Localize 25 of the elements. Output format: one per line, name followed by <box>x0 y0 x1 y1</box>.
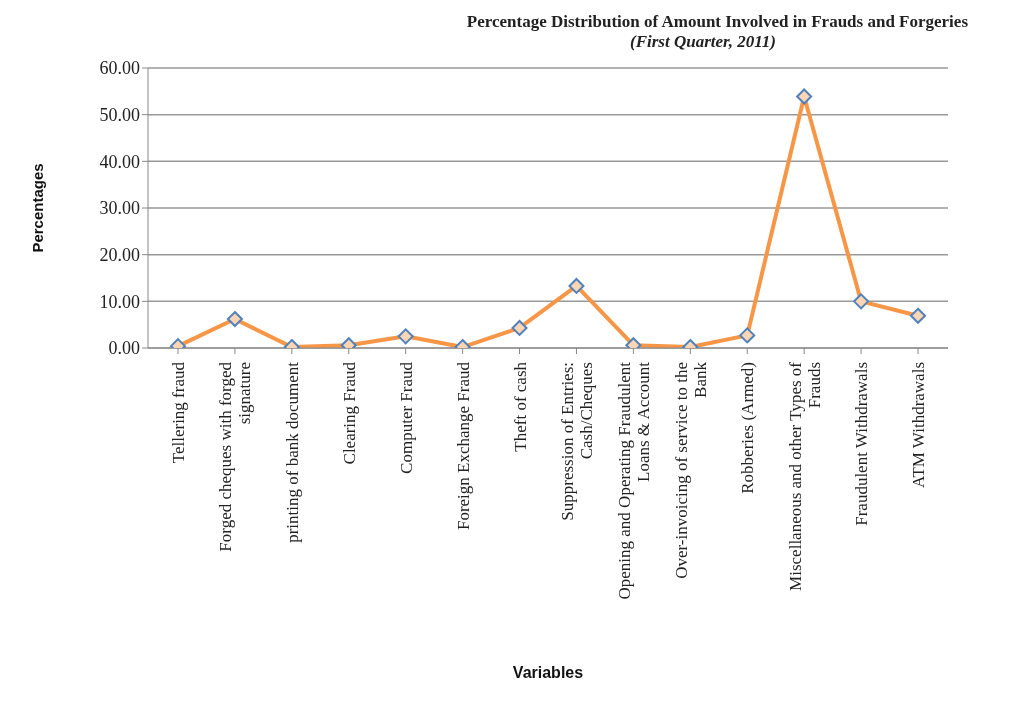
chart-subtitle: (First Quarter, 2011) <box>629 32 777 52</box>
y-tick-label: 0.00 <box>108 338 140 359</box>
x-tick-label: Suppression of Entries: Cash/Cheques <box>557 362 596 521</box>
y-tick-label: 40.00 <box>99 151 140 172</box>
x-tick-label: printing of bank document <box>282 361 302 543</box>
x-tick-label: Robberies (Armed) <box>738 362 758 494</box>
x-tick-label: Clearing Fraud <box>339 361 359 465</box>
y-axis-title: Percentages <box>29 163 47 253</box>
x-tick-label: Foreign Exchange Fraud <box>453 361 473 531</box>
x-tick-label: Theft of cash <box>510 361 530 452</box>
x-tick-label: Miscellaneous and other Types of Frauds <box>785 361 824 591</box>
y-tick-label: 30.00 <box>99 198 140 219</box>
y-tick-label: 20.00 <box>99 245 140 266</box>
x-tick-label: Over-invoicing of service to the Bank <box>671 361 710 579</box>
x-tick-label: ATM Withdrawals <box>909 362 928 489</box>
y-tick-label: 10.00 <box>99 291 140 312</box>
x-tick-label: Fraudulent Withdrawals <box>852 362 872 526</box>
y-tick-label: 60.00 <box>99 58 140 79</box>
y-tick-label: 50.00 <box>99 105 140 126</box>
x-tick-label: Opening and Operating Fraudulent Loans & Account <box>614 361 653 600</box>
chart-title: Percentage Distribution of Amount Involved in Frauds and Forgeries <box>465 12 968 32</box>
x-tick-label: Tellering fraud <box>169 361 188 464</box>
x-tick-label: Forged cheques with forged signature <box>216 361 255 552</box>
x-axis-title: Variables <box>512 664 584 681</box>
x-tick-label: Computer Fraud <box>396 361 416 474</box>
